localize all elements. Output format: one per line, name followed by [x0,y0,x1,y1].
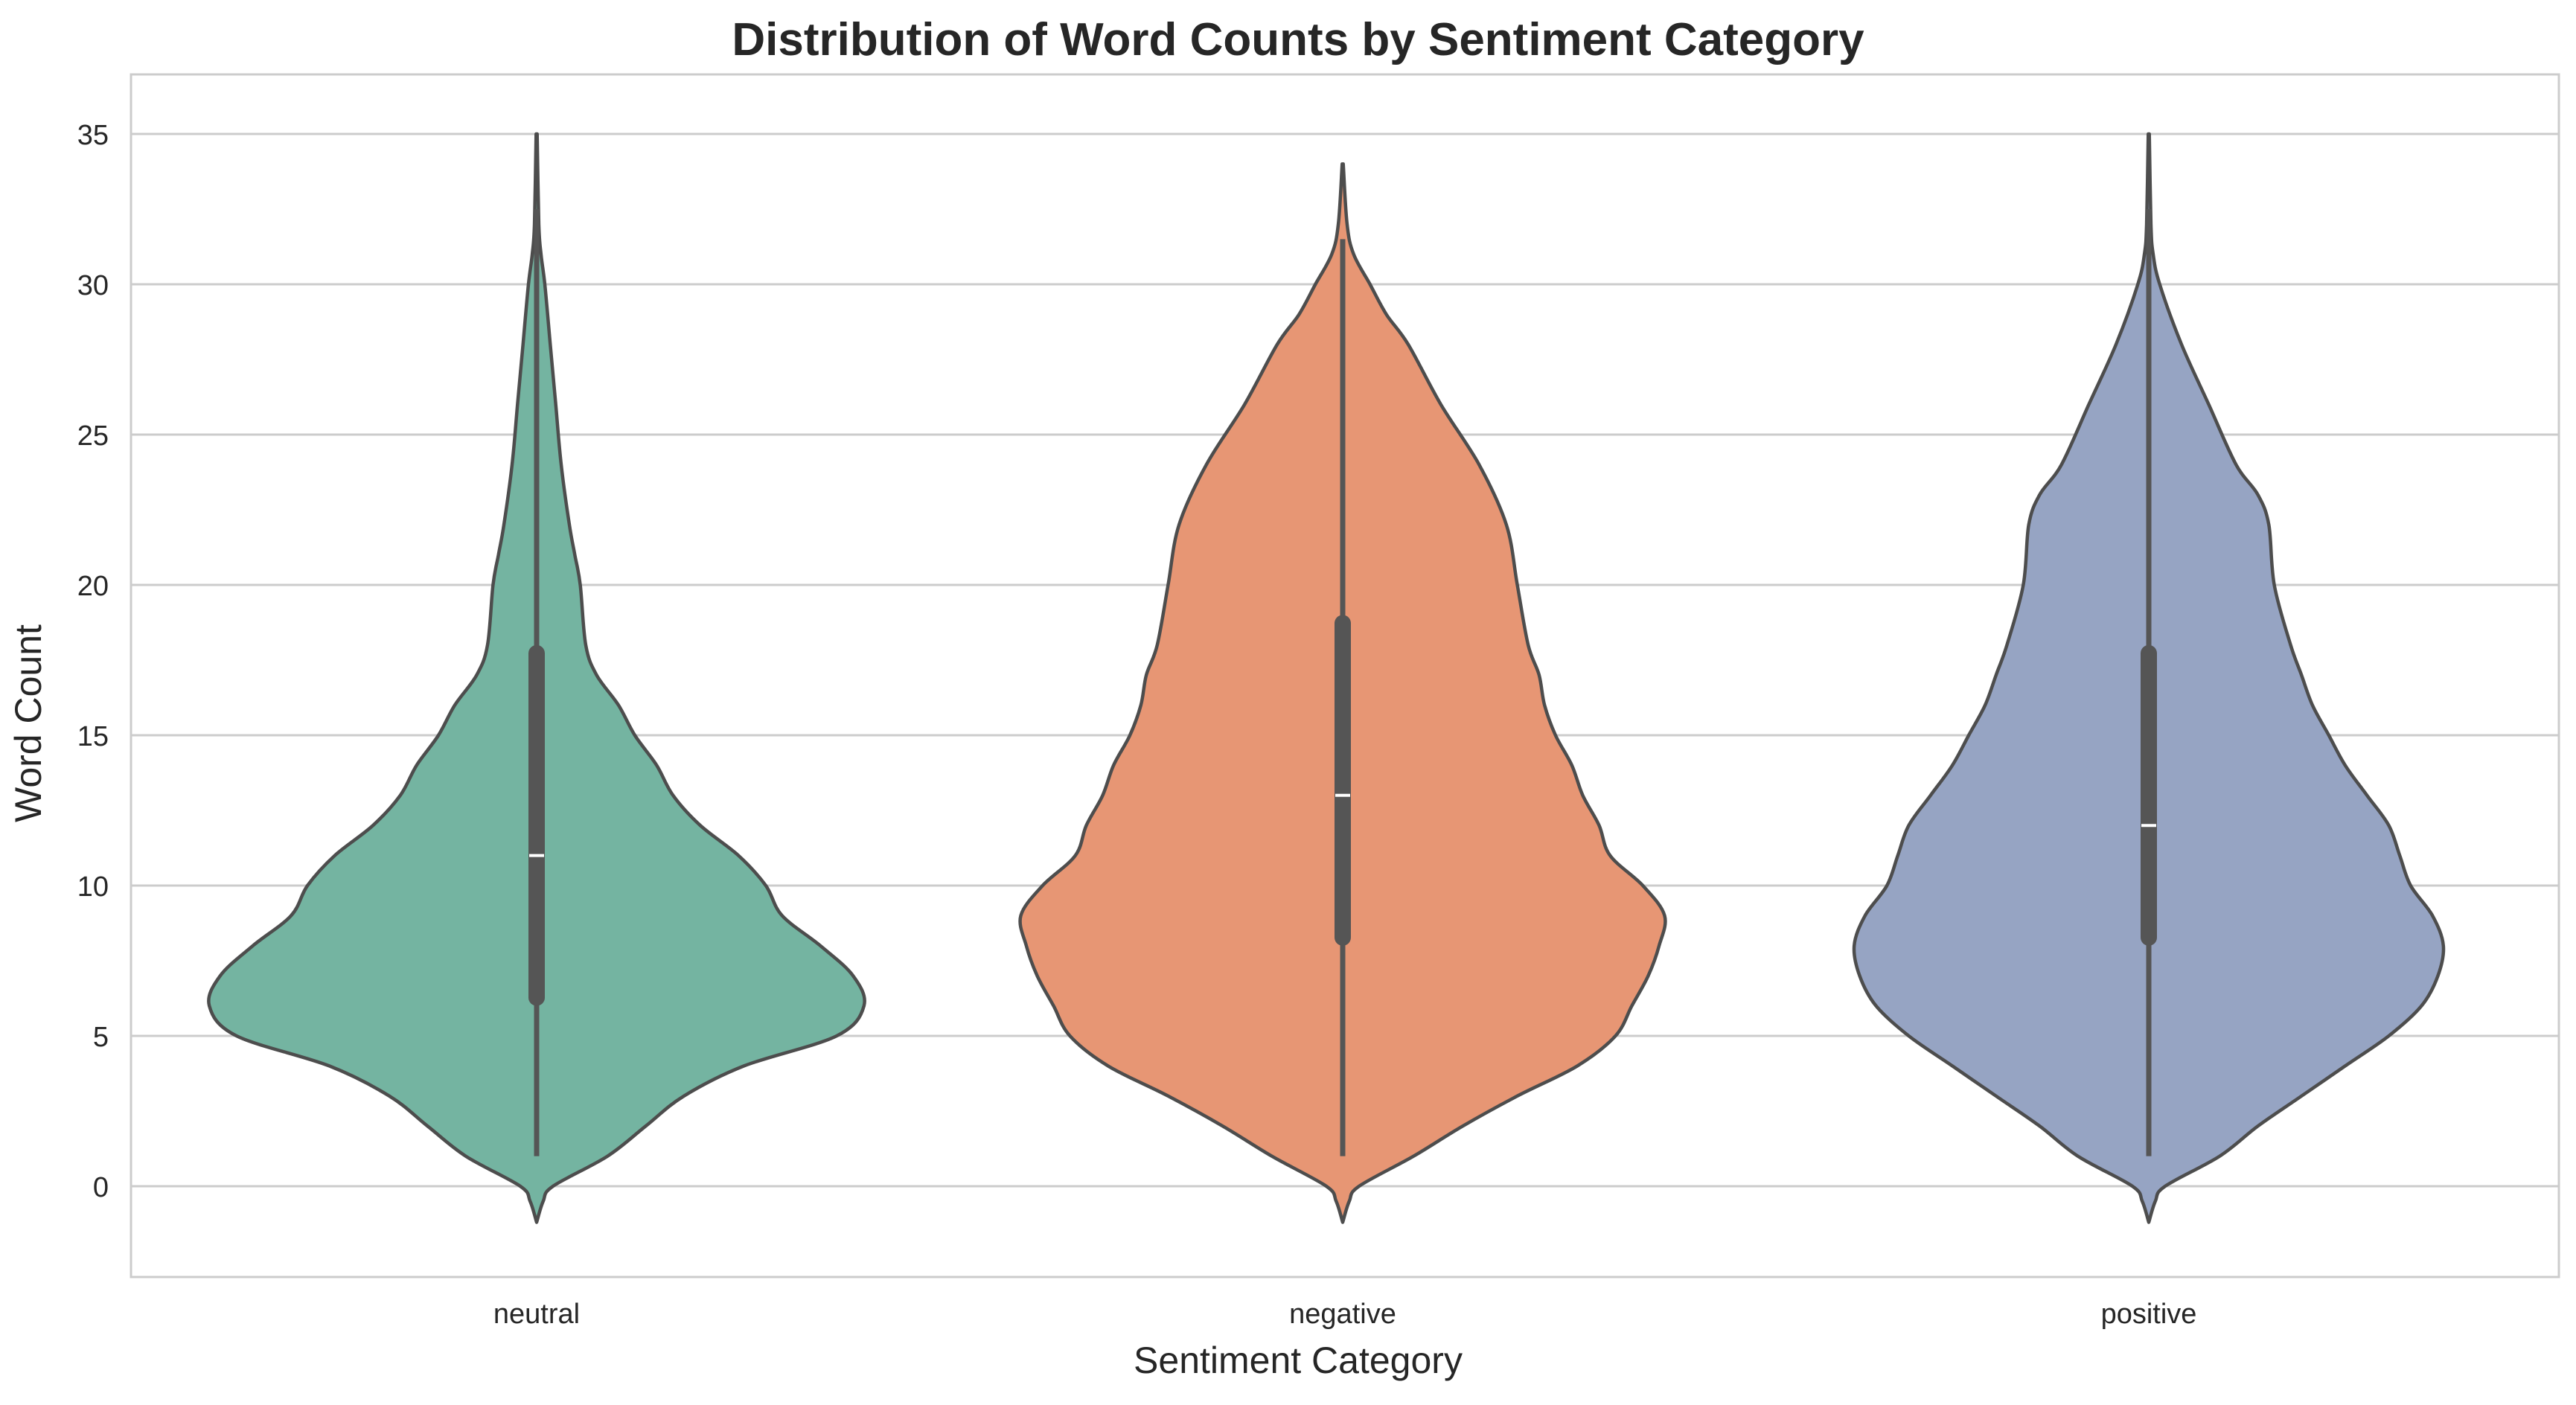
y-tick-label: 0 [93,1172,109,1203]
x-tick-label-neutral: neutral [493,1299,580,1330]
y-tick-label: 5 [93,1022,109,1053]
iqr-box-positive [2141,644,2157,946]
iqr-box-neutral [528,644,545,1006]
y-axis-label: Word Count [7,624,49,822]
x-tick-label-positive: positive [2101,1299,2197,1330]
y-tick-label: 15 [77,721,109,752]
iqr-box-negative [1335,615,1351,946]
plot-frame [130,73,2560,1278]
y-tick-label: 35 [77,120,109,151]
chart-title: Distribution of Word Counts by Sentiment… [732,14,1864,65]
y-tick-label: 20 [77,571,109,602]
y-tick-label: 25 [77,420,109,452]
y-tick-label: 10 [77,871,109,903]
y-tick-label: 30 [77,270,109,301]
x-tick-label-negative: negative [1289,1299,1396,1330]
plot-area: 0 5 10 15 20 25 30 35 neutral negative positive [77,73,2560,1330]
x-axis-label: Sentiment Category [1134,1340,1463,1381]
